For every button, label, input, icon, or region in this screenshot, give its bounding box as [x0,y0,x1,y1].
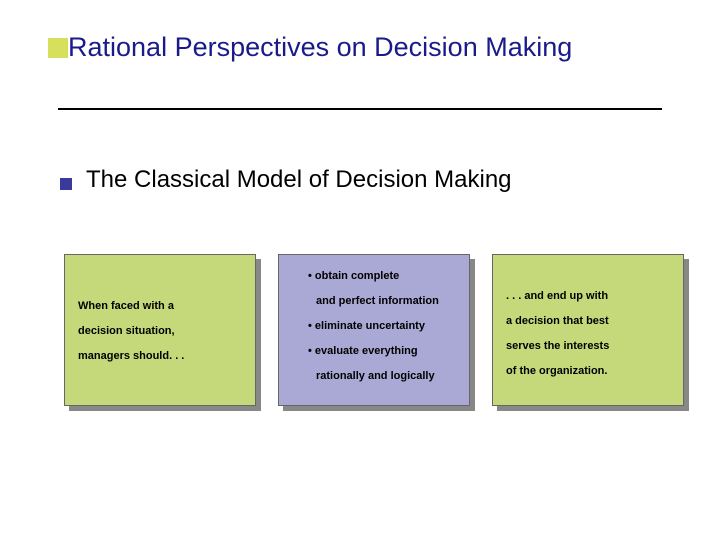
box1-line1: When faced with a [78,296,242,317]
slide-subtitle: The Classical Model of Decision Making [86,166,512,194]
box-middle: • obtain complete and perfect informatio… [278,254,470,406]
slide-title: Rational Perspectives on Decision Making [68,32,572,63]
box-middle-content: • obtain complete and perfect informatio… [292,266,456,386]
box-right: . . . and end up with a decision that be… [492,254,684,406]
box3-line4: of the organization. [506,361,670,382]
box-left: When faced with a decision situation, ma… [64,254,256,406]
bullet-square-icon [60,178,72,190]
box1-line2: decision situation, [78,321,242,342]
box-left-content: When faced with a decision situation, ma… [78,266,242,367]
box1-line3: managers should. . . [78,346,242,367]
box2-line4: • evaluate everything [292,341,456,362]
content-boxes-row: When faced with a decision situation, ma… [64,254,684,406]
horizontal-divider [58,108,662,110]
box2-line2: and perfect information [292,291,456,312]
box2-line5: rationally and logically [292,366,456,387]
box2-line3: • eliminate uncertainty [292,316,456,337]
box3-line3: serves the interests [506,336,670,357]
accent-square [48,38,68,58]
box-right-content: . . . and end up with a decision that be… [506,266,670,382]
box3-line1: . . . and end up with [506,286,670,307]
box2-line1: • obtain complete [292,266,456,287]
box3-line2: a decision that best [506,311,670,332]
